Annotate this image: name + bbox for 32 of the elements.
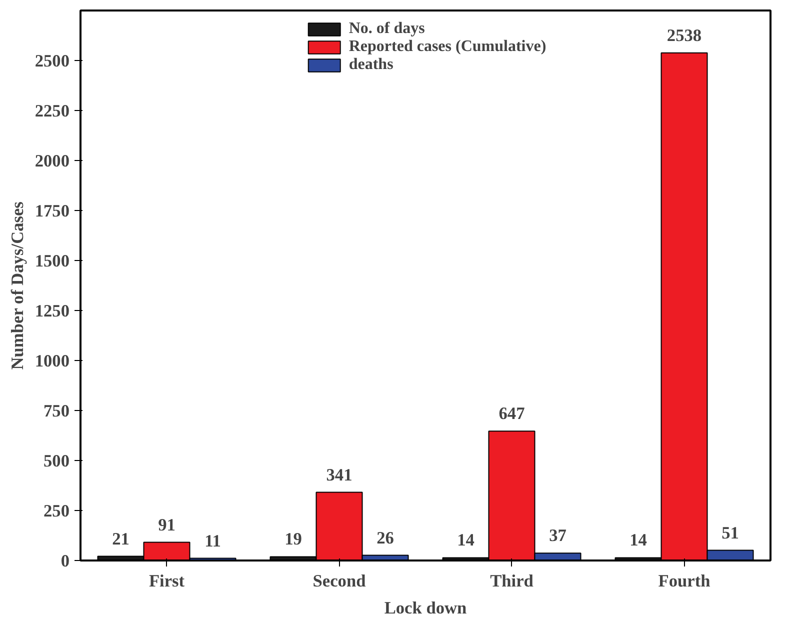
data-label: 341 [326, 465, 352, 484]
y-tick-label: 1250 [34, 302, 70, 320]
data-label: 91 [158, 515, 176, 534]
data-label: 14 [630, 530, 648, 550]
x-tick-label: Third [490, 572, 534, 590]
data-label: 2538 [666, 26, 702, 45]
y-tick-label: 2250 [34, 102, 70, 120]
data-label: 19 [284, 530, 302, 549]
y-tick-label: 1000 [34, 352, 70, 370]
y-tick-label: 1500 [34, 252, 70, 270]
y-tick-label: 750 [44, 402, 70, 420]
data-label: 21 [112, 529, 130, 548]
y-tick-label: 0 [60, 552, 70, 570]
legend-label: deaths [348, 56, 394, 74]
data-label: 51 [722, 523, 739, 542]
y-tick-label: 500 [44, 452, 70, 470]
legend-label: No. of days [348, 20, 425, 38]
data-label: 37 [549, 526, 567, 546]
y-tick-label: 2000 [34, 152, 70, 170]
y-tick-label: 1750 [34, 202, 70, 220]
x-tick-label: Fourth [658, 572, 711, 590]
y-tick-label: 2500 [34, 52, 70, 70]
y-axis-title: Number of Days/Cases [8, 201, 27, 370]
legend-label: Reported cases (Cumulative) [348, 38, 546, 56]
y-tick-label: 250 [44, 502, 70, 520]
data-label: 26 [376, 528, 394, 548]
x-axis-title: Lock down [384, 598, 468, 618]
data-label: 14 [457, 530, 475, 550]
x-tick-label: First [148, 572, 185, 590]
data-label: 647 [498, 404, 526, 424]
x-tick-label: Second [312, 572, 366, 590]
data-label: 11 [204, 531, 221, 550]
